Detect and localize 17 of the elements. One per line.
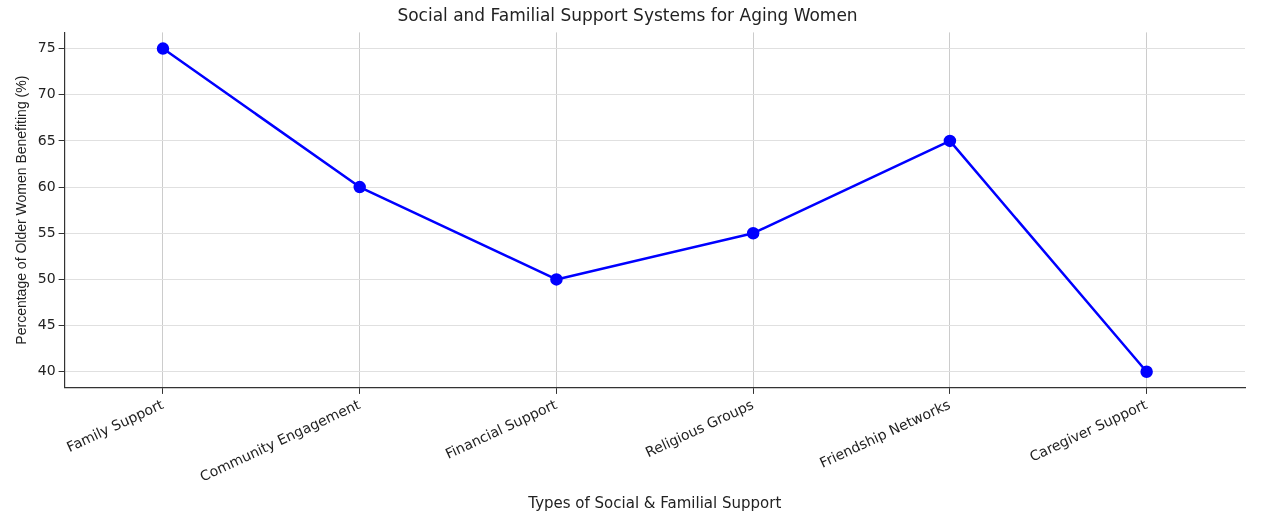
point [943,134,957,148]
y-tick-label: 50 [37,270,56,287]
point [156,42,170,55]
y-tick-label: 60 [37,177,56,194]
point [1140,365,1153,378]
point [746,226,760,240]
y-axis-title: Percentage of Older Women Benefiting (%) [13,75,30,345]
y-tick-label: 55 [37,223,56,240]
point [550,273,563,286]
y-tick-label: 75 [37,39,56,56]
y-tick-label: 40 [37,362,56,379]
y-tick-label: 65 [37,131,56,148]
x-axis-title: Types of Social & Familial Support [527,493,782,512]
y-tick-label: 45 [37,316,56,333]
point [353,180,366,194]
chart-title: Social and Familial Support Systems for Aging Women [397,4,858,25]
y-tick-label: 70 [37,85,56,102]
